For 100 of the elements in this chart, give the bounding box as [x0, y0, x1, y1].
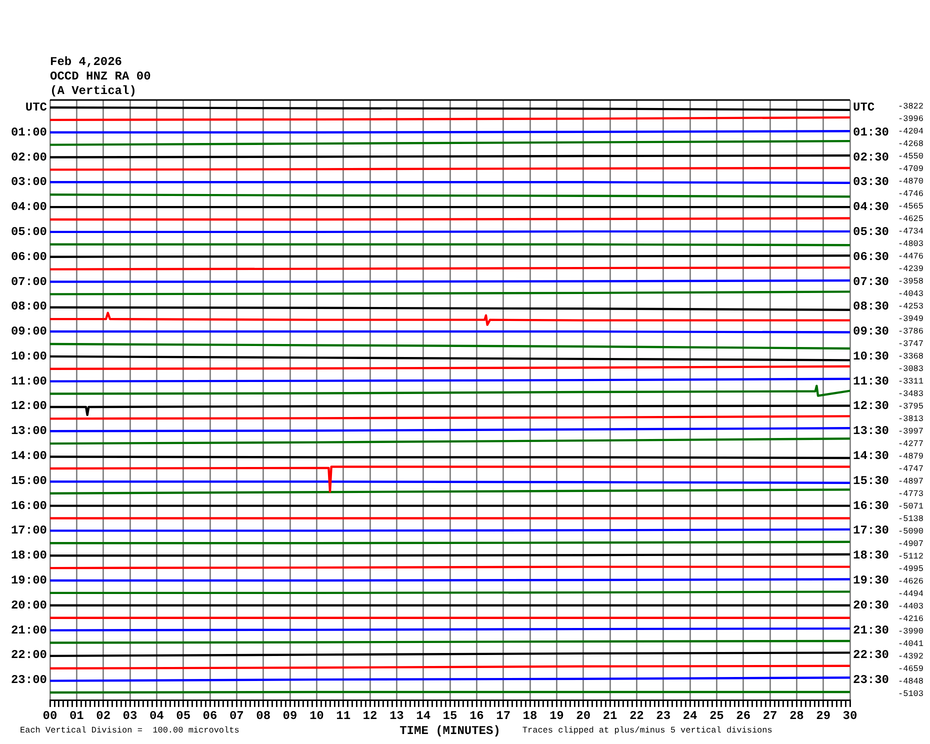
y2-tick-label: 10:30: [853, 349, 890, 364]
x-tick-label: 17: [496, 709, 511, 724]
x-axis-title: TIME (MINUTES): [400, 724, 500, 738]
text: -4659: [898, 664, 924, 674]
y2-tick-label: 17:30: [853, 524, 890, 538]
y-tick-label: 15:00: [10, 474, 47, 488]
text: -4565: [898, 202, 924, 212]
y2-tick-label: 06:30: [853, 250, 890, 264]
y2-tick-label: 07:30: [853, 274, 890, 289]
text: -5112: [898, 552, 924, 562]
text: -4907: [898, 539, 924, 549]
text: -4204: [898, 126, 924, 136]
text: -3311: [898, 376, 924, 386]
y-tick-label: 03:00: [10, 175, 47, 190]
text: -3747: [898, 339, 924, 349]
text: -4626: [898, 576, 924, 586]
y2-tick-label: 14:30: [853, 449, 890, 464]
text: Traces clipped at plus/minus 5 vertical divisions: [522, 725, 772, 736]
text: -4550: [898, 152, 924, 162]
y-tick-label: 12:00: [10, 399, 47, 414]
x-tick-label: 05: [176, 709, 191, 724]
x-tick-label: 00: [42, 709, 58, 724]
x-tick-label: 07: [229, 709, 244, 724]
text: -3996: [898, 114, 924, 124]
y2-tick-label: 02:30: [853, 150, 890, 164]
x-tick-label: 19: [549, 709, 564, 724]
x-tick-label: 29: [816, 709, 831, 724]
y2-tick-label: 01:30: [853, 125, 890, 140]
x-tick-label: 21: [602, 709, 618, 724]
y-tick-label: 02:00: [10, 150, 47, 164]
y2-tick-label: 04:30: [853, 200, 890, 214]
text: -4392: [898, 652, 924, 662]
text: -3795: [898, 402, 924, 412]
x-tick-label: 25: [709, 709, 724, 724]
text: -4773: [898, 489, 924, 499]
y2-tick-label: 08:30: [853, 300, 890, 314]
y-tick-label: 22:00: [10, 648, 47, 662]
text: Each Vertical Division = 100.00 microvolts: [20, 725, 240, 736]
text: -3483: [898, 389, 924, 399]
y2-tick-label: 21:30: [853, 623, 890, 638]
y-tick-label: 16:00: [10, 498, 47, 513]
y2-tick-label: 20:30: [853, 598, 890, 612]
text: -3368: [898, 352, 924, 362]
text: -4625: [898, 214, 924, 224]
x-tick-label: 09: [282, 709, 298, 724]
text: -4216: [898, 614, 924, 624]
x-tick-label: 14: [416, 709, 431, 724]
text: -4879: [898, 452, 924, 462]
text: -3958: [898, 276, 924, 286]
text: -5090: [898, 526, 924, 536]
x-tick-label: 20: [576, 709, 591, 724]
y2-tick-label: 05:30: [853, 224, 890, 239]
y-tick-label: 08:00: [10, 300, 47, 314]
y-tick-label: 18:00: [10, 548, 47, 563]
y-tick-label: 17:00: [10, 524, 47, 538]
y-tick-label: 01:00: [10, 125, 47, 140]
y2-tick-label: UTC: [853, 100, 875, 114]
y2-tick-label: 22:30: [853, 648, 890, 662]
x-tick-label: 11: [336, 709, 351, 724]
y-tick-label: 05:00: [10, 224, 47, 239]
text: -4277: [898, 439, 924, 449]
x-tick-label: 16: [469, 709, 484, 724]
y-tick-label: 20:00: [10, 598, 47, 612]
text: -4403: [898, 602, 924, 612]
text: -4043: [898, 289, 924, 299]
text: -4253: [898, 302, 924, 312]
text: -3786: [898, 326, 924, 336]
text: -3990: [898, 626, 924, 636]
y-tick-label: 10:00: [10, 349, 47, 364]
x-tick-label: 03: [122, 709, 138, 724]
text: -3949: [898, 314, 924, 324]
x-tick-label: 10: [309, 709, 324, 724]
y2-tick-label: 23:30: [853, 673, 890, 688]
text: -4709: [898, 164, 924, 174]
text: -4747: [898, 464, 924, 474]
text: -3997: [898, 426, 924, 436]
y-tick-label: 11:00: [10, 374, 47, 388]
text: -5103: [898, 689, 924, 699]
y2-tick-label: 16:30: [853, 498, 890, 513]
x-tick-label: 12: [362, 709, 378, 724]
y2-tick-label: 13:30: [853, 424, 890, 438]
y2-tick-label: 18:30: [853, 548, 890, 563]
text: -4870: [898, 176, 924, 186]
chart-subtitle: OCCD HNZ RA 00 (A Vertical): [50, 70, 151, 98]
x-tick-label: 26: [736, 709, 751, 724]
y-tick-label: 04:00: [10, 200, 47, 214]
x-tick-label: 18: [522, 709, 538, 724]
y-tick-label: 14:00: [10, 449, 47, 464]
text: -4268: [898, 139, 924, 149]
x-tick-label: 06: [202, 709, 218, 724]
x-tick-label: 28: [789, 709, 804, 724]
y-tick-label: UTC: [25, 100, 47, 114]
text: -4746: [898, 189, 924, 199]
x-tick-label: 22: [629, 709, 644, 724]
text: -4897: [898, 476, 924, 486]
text: -4734: [898, 226, 924, 236]
y-tick-label: 23:00: [10, 673, 47, 688]
text: -4848: [898, 676, 924, 686]
y2-tick-label: 09:30: [853, 324, 890, 339]
x-tick-label: 27: [762, 709, 778, 724]
